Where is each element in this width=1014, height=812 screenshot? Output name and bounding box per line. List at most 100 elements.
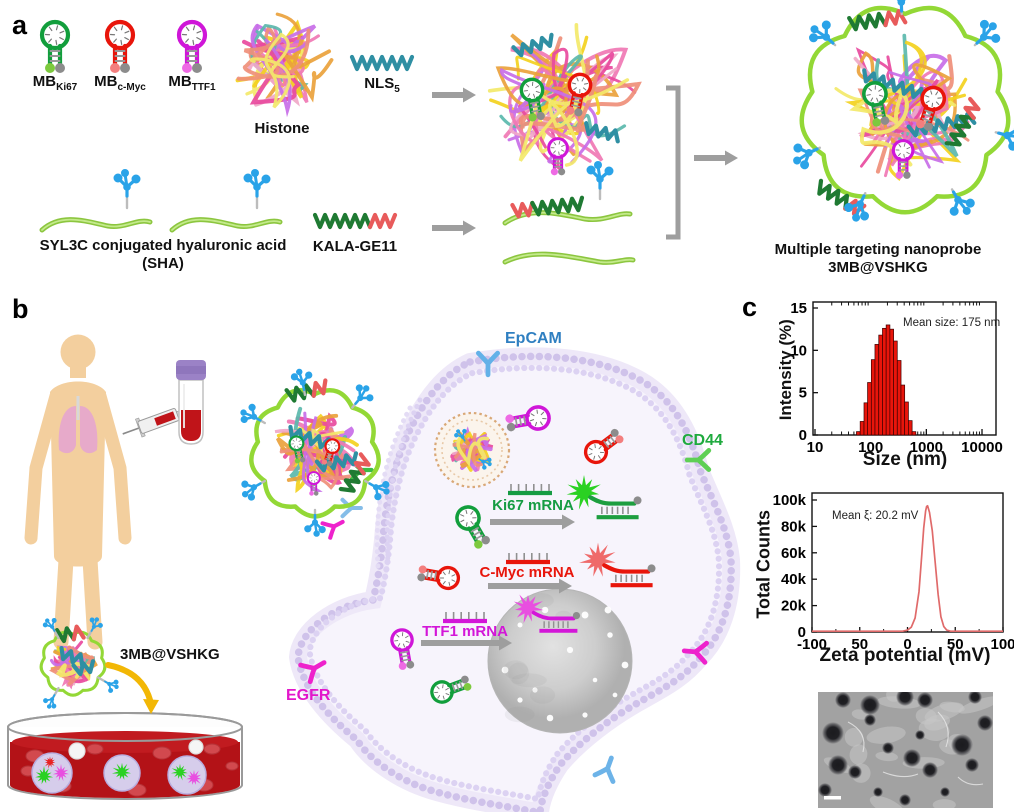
nucleus [487, 588, 633, 734]
bracket-icon [666, 85, 681, 240]
histone-icon [235, 12, 334, 118]
aptamer-icon [891, 0, 911, 13]
svg-text:80k: 80k [781, 518, 807, 535]
aptamer-icon [586, 161, 614, 190]
molecular-beacon-icon [417, 565, 461, 591]
helix-icon [510, 195, 585, 219]
svg-text:20k: 20k [781, 598, 807, 615]
aptamer-icon [42, 617, 57, 632]
helix-icon [511, 32, 554, 58]
nanoprobe-label-line2: 3MB@VSHKG [828, 259, 928, 276]
aptamer-icon [240, 403, 262, 424]
helix-icon [584, 121, 620, 144]
endosome-icon [433, 411, 511, 489]
mb-ki67-label: MBKi67 [32, 73, 78, 93]
egfr-receptor-icon [681, 640, 710, 665]
burst-icon [43, 756, 56, 769]
mrna-icon [508, 484, 552, 496]
size-distribution-chart: 0 5 10 15 10 100 1000 10000 [735, 295, 1014, 495]
mb-cmyc-label: MBc-Myc [94, 73, 146, 93]
protein-ribbons-icon [450, 426, 494, 472]
svg-text:0: 0 [799, 427, 807, 444]
yellow-arrowhead [143, 699, 159, 714]
helix-icon [314, 451, 359, 473]
histone-beacon-complex [487, 22, 642, 176]
molecular-beacon-icon [39, 19, 71, 73]
nanoprobe-icon [39, 617, 119, 709]
hybridized-beacon-icon [513, 594, 581, 633]
panel-c-letter: c [742, 292, 758, 322]
aptamer-icon [809, 20, 835, 45]
ki67-mrna-label: Ki67 mRNA [492, 497, 574, 514]
molecular-beacon-icon [505, 405, 551, 432]
helix-icon [288, 424, 333, 453]
egfr-receptor-icon [298, 660, 327, 685]
svg-text:10: 10 [790, 342, 807, 359]
molecular-beacon-icon [306, 471, 321, 496]
molecular-beacon-icon [321, 438, 341, 467]
mean-zeta-annotation: Mean ξ: 20.2 mV [832, 510, 919, 522]
hybridized-beacon-icon [566, 474, 642, 520]
aptamer-icon [104, 679, 119, 693]
dish-cells [20, 739, 239, 797]
mrna-icon [506, 553, 550, 565]
egfr-receptor-icon [320, 519, 345, 540]
nanoprobe-icon [240, 368, 390, 537]
arrow-icon [488, 578, 572, 594]
lungs-icon [58, 396, 98, 454]
mrna-icon [443, 612, 487, 624]
panel-a-letter: a [12, 10, 28, 40]
cd44-label: CD44 [682, 432, 723, 449]
svg-text:0: 0 [798, 624, 806, 641]
epcam-receptor-icon [592, 755, 616, 784]
aptamer-icon [454, 428, 467, 442]
histone-label: Histone [254, 120, 310, 137]
aptamer-icon [354, 384, 374, 405]
svg-text:10000: 10000 [961, 439, 1003, 456]
helix-icon [71, 659, 96, 677]
svg-text:1000: 1000 [910, 439, 943, 456]
size-chart-ylabel: Intensity (%) [776, 319, 796, 421]
person-icon [24, 334, 132, 650]
svg-text:50: 50 [851, 636, 868, 653]
sha-label: SYL3C conjugated hyaluronic acid [39, 237, 287, 254]
cell-membrane-inner [306, 364, 723, 802]
aptamer-icon [793, 143, 819, 170]
mean-size-annotation: Mean size: 175 nm [903, 317, 1001, 329]
arrow-icon [432, 220, 476, 236]
aptamer-icon [89, 617, 103, 632]
cd44-receptor-icon [684, 447, 712, 473]
ttf1-mrna-label: TTF1 mRNA [422, 623, 508, 640]
hyaluronic-acid-strand [502, 210, 633, 226]
molecular-beacon-icon [430, 675, 472, 704]
arrow-icon [694, 150, 738, 166]
helix-icon [338, 452, 371, 493]
aptamer-icon [43, 694, 57, 709]
helix-icon [349, 54, 415, 72]
cmyc-mrna-label: C-Myc mRNA [479, 564, 575, 581]
nanoprobe-icon [793, 0, 1014, 222]
molecular-beacon-icon [288, 435, 306, 464]
svg-text:100: 100 [990, 636, 1014, 653]
burst-icon [35, 765, 54, 785]
panel-b-letter: b [12, 294, 29, 324]
molecular-beacon-icon [916, 85, 947, 132]
svg-text:50: 50 [947, 636, 964, 653]
svg-text:40k: 40k [781, 571, 807, 588]
kala-ge11-label: KALA-GE11 [312, 238, 398, 255]
molecular-beacon-icon [862, 80, 890, 127]
aptamer-icon [368, 480, 390, 501]
aptamer-icon [949, 190, 975, 216]
mb-ttf1-label: MBTTF1 [168, 73, 216, 93]
svg-text:10: 10 [807, 439, 824, 456]
hyaluronic-acid-strand [39, 217, 153, 233]
helix-icon [59, 645, 85, 668]
tem-image [818, 647, 1001, 812]
aptamer-icon [113, 169, 141, 198]
hyaluronic-acid-strand [502, 251, 636, 265]
blood-tube-icon [176, 360, 206, 445]
burst-icon [566, 474, 601, 510]
sha-label-2: (SHA) [142, 255, 184, 272]
probe-label: 3MB@VSHKG [120, 646, 220, 663]
